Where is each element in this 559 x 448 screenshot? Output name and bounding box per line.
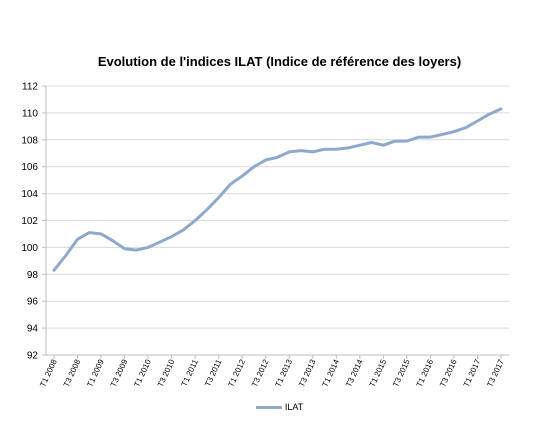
x-tick-label: T1 2016 — [415, 358, 436, 389]
y-tick-label: 98 — [27, 270, 39, 281]
x-tick-labels: T1 2008 T3 2008 T1 2009 T3 2009 T1 2010 T3 20… — [38, 358, 506, 389]
legend: ILAT — [0, 402, 559, 412]
x-tick-label: T3 2011 — [203, 358, 224, 388]
x-tick-label: T1 2009 — [85, 358, 106, 389]
y-tick-label: 110 — [22, 108, 38, 119]
y-tick-label: 94 — [27, 324, 39, 335]
series-line-ilat — [52, 107, 503, 272]
x-tick-label: T3 2016 — [438, 358, 459, 389]
x-tick-label: T3 2014 — [344, 358, 365, 389]
y-tick-label: 102 — [21, 216, 38, 227]
x-tick-label: T1 2010 — [132, 358, 153, 389]
x-tick-label: T1 2014 — [321, 358, 342, 389]
grid-lines — [46, 85, 509, 356]
x-tick-label: T3 2010 — [156, 358, 177, 389]
y-tick-labels: 92 94 96 98 100 102 104 106 108 110 112 — [21, 82, 38, 362]
y-tick-label: 100 — [21, 243, 38, 254]
y-tick-label: 108 — [21, 135, 38, 146]
series-lines — [52, 107, 503, 272]
y-tick-label: 92 — [27, 351, 39, 362]
y-tick-label: 104 — [21, 189, 38, 200]
x-tick-label: T3 2012 — [250, 358, 271, 389]
x-tick-label: T3 2017 — [485, 358, 506, 389]
x-tick-label: T3 2015 — [391, 358, 412, 389]
x-tick-label: T1 2013 — [274, 358, 295, 389]
y-tick-label: 112 — [22, 82, 38, 93]
x-tick-label: T1 2015 — [368, 358, 389, 389]
legend-label: ILAT — [284, 402, 304, 412]
x-tick-label: T1 2017 — [462, 358, 483, 389]
legend-swatch — [255, 406, 282, 410]
x-tick-label: T3 2013 — [297, 358, 318, 389]
x-tick-label: T1 2008 — [38, 358, 59, 389]
x-tick-label: T3 2008 — [62, 358, 83, 389]
x-tick-label: T3 2009 — [109, 358, 130, 389]
x-tick-label: T1 2011 — [180, 358, 201, 388]
x-tick-label: T1 2012 — [226, 358, 247, 389]
axes — [42, 85, 509, 359]
chart-title: Evolution de l'indices ILAT (Indice de r… — [97, 54, 462, 69]
y-tick-label: 106 — [21, 162, 38, 173]
y-tick-label: 96 — [27, 297, 39, 308]
